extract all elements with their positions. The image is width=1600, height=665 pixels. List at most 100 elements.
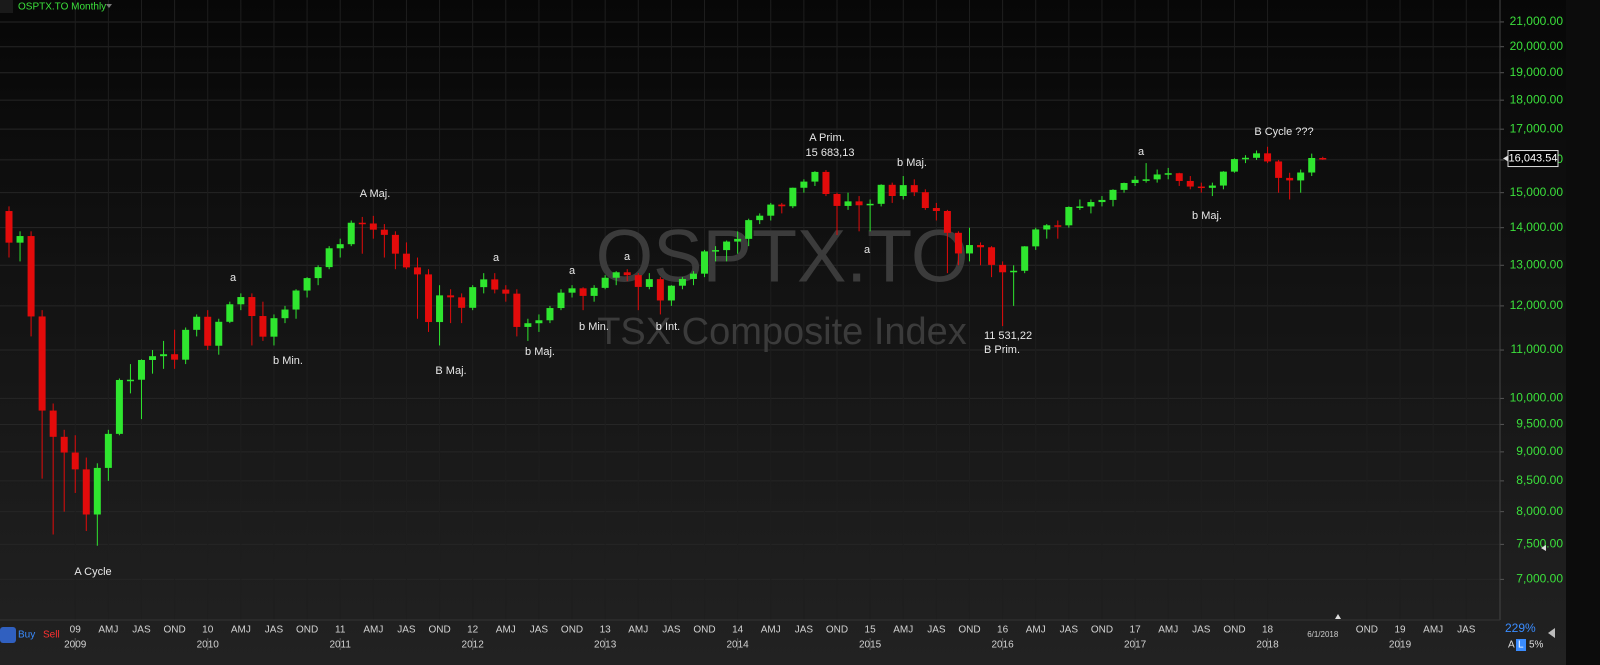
x-tick-label: 09: [70, 625, 82, 636]
y-tick-label: 12,000.00: [1510, 298, 1564, 312]
candle-body: [115, 379, 123, 434]
candle-body: [612, 272, 620, 278]
y-tick-label: 7,500.00: [1516, 537, 1563, 551]
candle-body: [1021, 246, 1029, 271]
candle-body: [16, 236, 24, 243]
candle-body: [623, 272, 631, 276]
candle-body: [1186, 180, 1194, 187]
candle-body: [877, 184, 885, 204]
chart-title[interactable]: OSPTX.TO Monthly: [18, 2, 106, 13]
candle-body: [701, 251, 709, 274]
candle-body: [866, 203, 874, 206]
candle-body: [1241, 157, 1249, 160]
y-tick-label: 14,000.00: [1510, 220, 1564, 234]
x-tick-label: OND: [561, 625, 583, 636]
y-tick-label: 8,000.00: [1516, 504, 1563, 518]
zoom-level[interactable]: 229%: [1505, 621, 1536, 635]
candle-body: [910, 185, 918, 193]
candle-body: [833, 193, 841, 206]
candle-body: [215, 321, 223, 346]
year-tick-label: 2016: [991, 640, 1014, 651]
scroll-arrow[interactable]: [1548, 628, 1555, 638]
candle-body: [855, 201, 863, 206]
candle-body: [1142, 179, 1150, 181]
candle-body: [336, 244, 344, 249]
buy-sell: Buy Sell: [0, 627, 60, 643]
candle-body: [502, 289, 510, 294]
candle-body: [447, 295, 455, 298]
candle-body: [678, 278, 686, 286]
toolbar-icon[interactable]: [0, 0, 13, 13]
x-tick-label: AMJ: [363, 625, 383, 636]
year-tick-label: 2010: [197, 640, 220, 651]
candle-body: [888, 184, 896, 196]
annotation: B Maj.: [435, 365, 466, 377]
year-tick-label: 2017: [1124, 640, 1147, 651]
year-tick-label: 2009: [64, 640, 87, 651]
candle-body: [314, 267, 322, 279]
candle-body: [1087, 202, 1095, 207]
candle-body: [557, 292, 565, 309]
x-tick-label: 14: [732, 625, 744, 636]
candle-body: [436, 295, 444, 323]
candle-body: [204, 316, 212, 346]
annotation: b Min.: [273, 355, 303, 367]
candle-body: [535, 320, 543, 324]
y-tick-label: 20,000.00: [1510, 39, 1564, 53]
log-toggle[interactable]: L: [1518, 640, 1524, 651]
candle-body: [480, 279, 488, 288]
x-tick-label: JAS: [1457, 625, 1476, 636]
candle-body: [259, 316, 267, 337]
candle-body: [38, 316, 46, 411]
candle-body: [369, 223, 377, 230]
annotation: 15 683,13: [806, 147, 855, 159]
y-tick-label: 7,000.00: [1516, 572, 1563, 586]
candle-body: [380, 229, 388, 235]
x-tick-label: AMJ: [628, 625, 648, 636]
candle-body: [712, 250, 720, 252]
candle-body: [943, 210, 951, 233]
y-tick-label: 21,000.00: [1510, 14, 1564, 28]
annotation: 11 531,22: [984, 330, 1032, 342]
candle-body: [1208, 185, 1216, 188]
y-tick-label: 17,000.00: [1510, 121, 1564, 135]
candle-body: [303, 278, 311, 291]
percent-margin[interactable]: 5%: [1529, 640, 1544, 651]
candle-body: [402, 253, 410, 268]
candle-body: [800, 181, 808, 188]
x-tick-label: OND: [296, 625, 318, 636]
x-tick-label: JAS: [1192, 625, 1211, 636]
candle-body: [193, 316, 201, 330]
watermark-subtitle: TSX Composite Index: [597, 311, 967, 353]
candle-body: [347, 222, 355, 245]
x-tick-label: OND: [163, 625, 185, 636]
annotation: b Maj.: [525, 346, 555, 358]
candle-body: [756, 215, 764, 221]
annotation: b Maj.: [1192, 210, 1222, 222]
dropdown-arrow[interactable]: [106, 4, 112, 8]
candle-body: [1230, 159, 1238, 172]
candle-body: [1286, 177, 1294, 181]
log-toggle-box[interactable]: [1516, 639, 1526, 651]
sell-button[interactable]: Sell: [43, 630, 60, 641]
y-tick-label: 11,000.00: [1511, 342, 1564, 356]
y-tick-label: 9,500.00: [1516, 417, 1563, 431]
candle-body: [325, 248, 333, 268]
x-tick-label: JAS: [662, 625, 681, 636]
trade-icon[interactable]: [0, 627, 16, 643]
annotation: b Int.: [656, 321, 680, 333]
candle-body: [126, 379, 134, 382]
scale-handle[interactable]: [1541, 545, 1546, 551]
buy-button[interactable]: Buy: [18, 630, 35, 641]
candle-body: [160, 354, 168, 357]
candle-body: [413, 267, 421, 275]
candle-body: [137, 359, 145, 380]
x-tick-label: 12: [467, 625, 479, 636]
x-tick-label: OND: [1091, 625, 1113, 636]
x-tick-label: OND: [1356, 625, 1378, 636]
x-tick-label: AMJ: [1423, 625, 1443, 636]
candle-body: [358, 222, 366, 225]
candle-body: [237, 297, 245, 305]
scale-mode[interactable]: A: [1508, 640, 1515, 651]
candle-body: [425, 274, 433, 323]
